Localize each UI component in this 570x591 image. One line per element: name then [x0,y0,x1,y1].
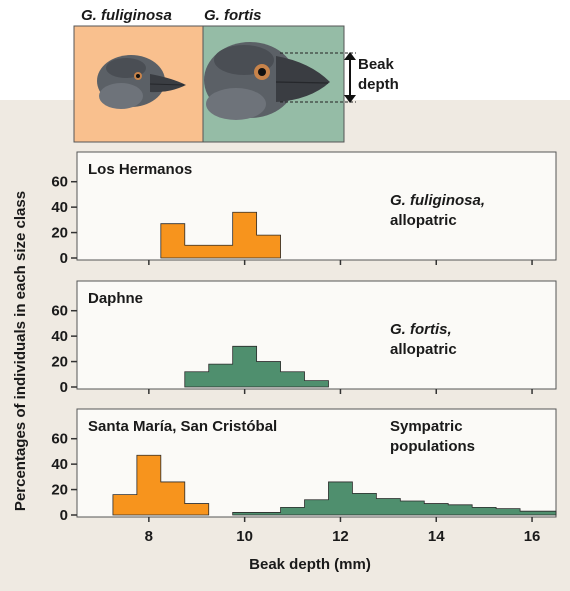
panel-frame-daphne [76,280,557,390]
x-tick-label-8: 8 [145,528,153,545]
y-tick-label-los-hermanos-0: 0 [60,250,68,267]
y-tick-label-sympatric-0: 0 [60,507,68,524]
panel-title-daphne: Daphne [88,290,143,307]
fortis-head-illustration [204,42,330,120]
y-tick-label-los-hermanos-20: 20 [51,225,68,242]
histogram-fortis-daphne [184,345,329,388]
panel-title-los-hermanos: Los Hermanos [88,161,192,178]
species-name-fortis: G. fortis [204,7,262,24]
x-tick-label-14: 14 [428,528,445,545]
y-tick-label-sympatric-60: 60 [51,431,68,448]
beak-depth-measure [280,52,356,103]
x-tick-label-10: 10 [236,528,253,545]
fuliginosa-head-illustration [97,55,186,109]
histogram-fuliginosa-los-hermanos [160,211,281,259]
y-tick-label-daphne-40: 40 [51,328,68,345]
panel-annotation-note-sympatric: populations [390,438,475,455]
y-axis-title: Percentages of individuals in each size … [12,191,29,511]
panel-annotation-note-los-hermanos: allopatric [390,212,457,229]
histogram-fortis-sympatric [232,481,557,516]
y-tick-label-los-hermanos-60: 60 [51,174,68,191]
x-tick-label-12: 12 [332,528,349,545]
beak-depth-label-line2: depth [358,76,399,93]
panel-annotation-species-sympatric: Sympatric [390,418,463,435]
x-tick-label-16: 16 [524,528,541,545]
y-tick-label-los-hermanos-40: 40 [51,199,68,216]
y-tick-label-daphne-20: 20 [51,354,68,371]
panel-title-sympatric: Santa María, San Cristóbal [88,418,277,435]
x-axis-title: Beak depth (mm) [249,556,371,573]
beak-depth-label-line1: Beak [358,56,395,73]
histogram-fuliginosa-sympatric [112,454,210,516]
y-tick-label-sympatric-40: 40 [51,456,68,473]
species-name-fuliginosa: G. fuliginosa [81,7,172,24]
y-tick-label-daphne-60: 60 [51,303,68,320]
y-tick-label-daphne-0: 0 [60,379,68,396]
panel-annotation-species-los-hermanos: G. fuliginosa, [390,192,485,209]
histogram-panels: 0 20 40 60 Los Hermanos G. fuliginosa, allopat… [51,151,557,545]
panel-annotation-species-daphne: G. fortis, [390,321,452,338]
panel-annotation-note-daphne: allopatric [390,341,457,358]
panel-frame-los-hermanos [76,151,557,261]
y-tick-label-sympatric-20: 20 [51,482,68,499]
